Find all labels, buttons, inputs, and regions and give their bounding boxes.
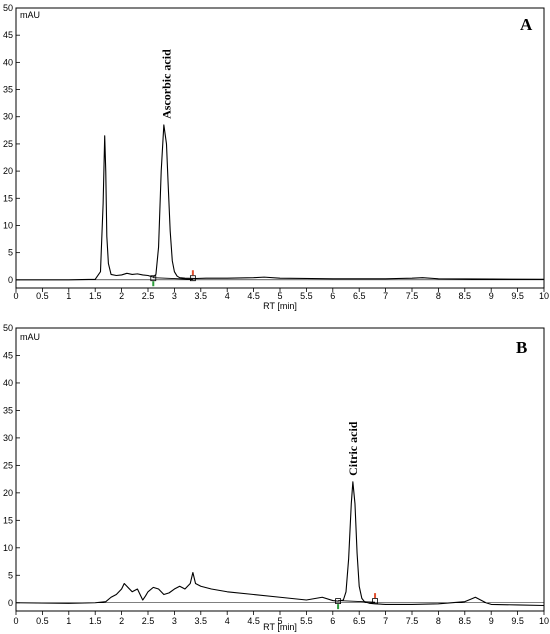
x-tick-label: 9.5 <box>511 616 524 626</box>
y-tick-label: 0 <box>8 275 13 285</box>
panel-letter: B <box>516 338 527 357</box>
x-tick-label: 8.5 <box>459 291 472 301</box>
y-tick-label: 5 <box>8 248 13 258</box>
x-tick-label: 6 <box>330 616 335 626</box>
x-tick-label: 2 <box>119 291 124 301</box>
y-tick-label: 15 <box>3 515 13 525</box>
y-tick-label: 45 <box>3 350 13 360</box>
y-tick-label: 45 <box>3 30 13 40</box>
x-tick-label: 5 <box>277 616 282 626</box>
y-tick-label: 35 <box>3 405 13 415</box>
integration-baseline <box>153 277 193 280</box>
x-tick-label: 4.5 <box>247 291 260 301</box>
peak-boundary-marker <box>372 598 378 605</box>
peak-boundary-marker <box>189 275 196 282</box>
plot-frame <box>15 327 545 612</box>
y-tick-label: 50 <box>3 3 13 13</box>
peak-label: Ascorbic acid <box>159 49 173 119</box>
x-tick-label: 7 <box>383 616 388 626</box>
x-tick-label: 2.5 <box>142 291 155 301</box>
x-tick-label: 2.5 <box>142 616 155 626</box>
x-tick-label: 0 <box>13 616 18 626</box>
y-tick-label: 40 <box>3 378 13 388</box>
y-tick-label: 40 <box>3 57 13 67</box>
x-axis-label: RT [min] <box>263 301 297 311</box>
x-tick-label: 3 <box>172 291 177 301</box>
peak-label: Citric acid <box>346 421 360 476</box>
x-tick-label: 1 <box>66 291 71 301</box>
y-tick-label: 35 <box>3 85 13 95</box>
x-tick-label: 0.5 <box>36 616 49 626</box>
x-tick-label: 0.5 <box>36 291 49 301</box>
y-tick-label: 15 <box>3 193 13 203</box>
x-tick-label: 5 <box>277 291 282 301</box>
x-axis-label: RT [min] <box>263 622 297 632</box>
y-tick-label: 5 <box>8 570 13 580</box>
x-tick-label: 8.5 <box>459 616 472 626</box>
y-tick-label: 50 <box>3 323 13 333</box>
y-tick-label: 10 <box>3 543 13 553</box>
x-tick-label: 8 <box>436 291 441 301</box>
peak-boundary-marker <box>150 275 157 282</box>
x-tick-label: 4.5 <box>247 616 260 626</box>
chromatogram-trace <box>15 481 545 607</box>
y-tick-label: 25 <box>3 139 13 149</box>
x-tick-label: 5.5 <box>300 291 313 301</box>
x-tick-label: 10 <box>539 291 549 301</box>
y-tick-label: 0 <box>8 598 13 608</box>
x-tick-label: 7.5 <box>406 616 419 626</box>
chromatogram-trace <box>16 124 545 281</box>
x-tick-label: 6.5 <box>353 616 366 626</box>
y-tick-label: 30 <box>3 112 13 122</box>
x-tick-label: 4 <box>225 291 230 301</box>
y-tick-label: 25 <box>3 460 13 470</box>
y-unit-label: mAU <box>20 10 40 20</box>
x-tick-label: 1 <box>66 616 71 626</box>
panel-letter: A <box>520 15 533 34</box>
x-tick-label: 9 <box>489 616 494 626</box>
integration-baseline <box>338 600 376 603</box>
x-tick-label: 2 <box>119 616 124 626</box>
y-tick-label: 30 <box>3 433 13 443</box>
y-tick-label: 20 <box>3 488 13 498</box>
x-tick-label: 1.5 <box>89 616 102 626</box>
y-tick-label: 10 <box>3 220 13 230</box>
x-tick-label: 6.5 <box>353 291 366 301</box>
x-tick-label: 8 <box>436 616 441 626</box>
x-tick-label: 9 <box>489 291 494 301</box>
x-tick-label: 3 <box>172 616 177 626</box>
x-tick-label: 0 <box>13 291 18 301</box>
x-tick-label: 6 <box>330 291 335 301</box>
x-tick-label: 7 <box>383 291 388 301</box>
x-tick-label: 5.5 <box>300 616 313 626</box>
y-tick-label: 20 <box>3 166 13 176</box>
x-tick-label: 10 <box>539 616 549 626</box>
y-unit-label: mAU <box>20 332 40 342</box>
x-tick-label: 1.5 <box>89 291 102 301</box>
x-tick-label: 3.5 <box>195 291 208 301</box>
plot-frame <box>15 7 545 289</box>
x-tick-label: 3.5 <box>195 616 208 626</box>
x-tick-label: 9.5 <box>511 291 524 301</box>
x-tick-label: 4 <box>225 616 230 626</box>
peak-boundary-marker <box>335 598 341 605</box>
x-tick-label: 7.5 <box>406 291 419 301</box>
